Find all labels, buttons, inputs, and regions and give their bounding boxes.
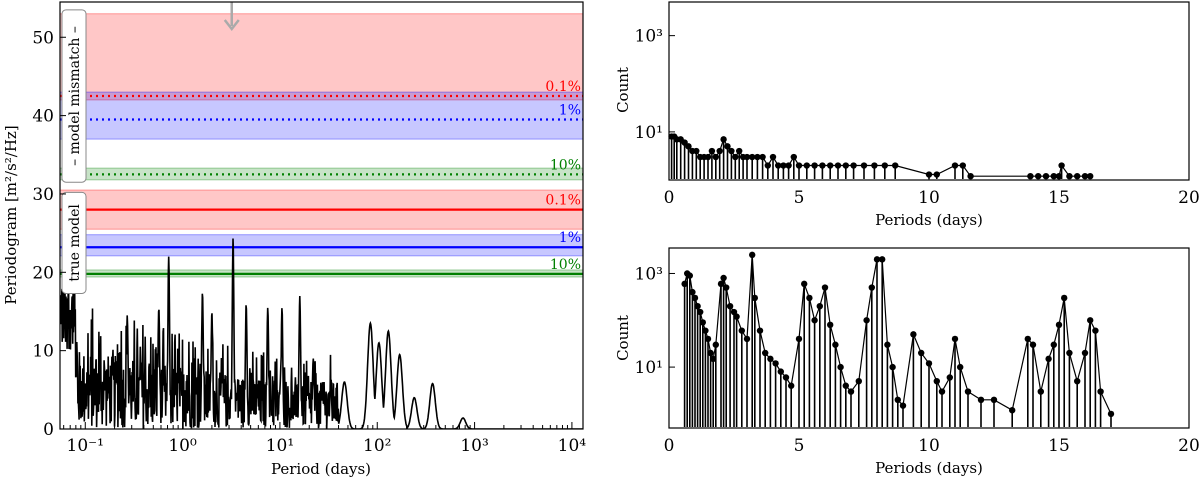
y-axis: 0 10 20 30 40 50	[32, 28, 66, 440]
y-tick-label: 10³	[635, 264, 663, 284]
arrow-marker	[223, 2, 240, 32]
arrow-head	[223, 19, 240, 32]
fap-band	[60, 91, 583, 140]
fap-label: 0.1%	[545, 193, 581, 209]
group-labels: – model mismatch – true model	[61, 9, 87, 294]
x-tick-label: 10¹	[266, 436, 294, 456]
fap-band	[60, 234, 583, 257]
y-tick-label: 10	[32, 342, 54, 362]
axes-frame	[668, 1, 1190, 181]
y-tick-label: 10³	[635, 27, 663, 47]
fap-bands	[60, 13, 583, 278]
x-tick-label: 10³	[460, 436, 488, 456]
x-tick-label: 10⁴	[558, 436, 587, 456]
y-tick-label: 20	[32, 263, 54, 283]
periodogram-panel: 0.1% 1% 10% 0.1% 1% 10% – model mismatch – tru…	[2, 1, 587, 478]
x-tick-label: 0	[664, 436, 675, 456]
stem-marker	[1107, 410, 1115, 418]
group-label: – model mismatch –	[67, 26, 83, 166]
periodogram-curve	[60, 238, 583, 429]
x-tick-label: 10	[918, 436, 940, 456]
stems	[668, 133, 1094, 180]
fap-lines	[60, 94, 583, 275]
y-tick-label: 30	[32, 185, 54, 205]
y-tick-label: 40	[32, 107, 54, 127]
group-label-box	[61, 191, 87, 294]
x-tick-label: 20	[1178, 436, 1200, 456]
fap-label: 1%	[559, 103, 581, 119]
x-tick-label: 10²	[363, 436, 391, 456]
y-tick-label: 10¹	[635, 358, 663, 378]
y-axis-label: Periodogram [m²/s²/Hz]	[2, 125, 20, 304]
x-tick-label: 5	[794, 188, 805, 208]
fap-labels: 0.1% 1% 10% 0.1% 1% 10%	[545, 79, 581, 273]
x-tick-label: 10⁻¹	[67, 436, 104, 456]
x-tick-label: 0	[664, 188, 675, 208]
x-tick-label: 15	[1048, 436, 1070, 456]
histogram-bottom-panel: 0 5 10 15 20 10¹ 10³ Periods (days) Count	[614, 247, 1200, 477]
fap-label: 1%	[559, 230, 581, 246]
x-axis-label: Periods (days)	[875, 211, 983, 229]
y-axis-label: Count	[614, 67, 632, 113]
x-axis-label: Period (days)	[271, 460, 371, 478]
axes-frame	[59, 1, 584, 430]
y-tick-label: 50	[32, 28, 54, 48]
group-label-box	[61, 9, 87, 183]
fap-band	[60, 13, 583, 101]
fap-label: 10%	[550, 157, 581, 173]
y-axis: 10¹ 10³	[635, 264, 675, 378]
x-axis-label: Periods (days)	[875, 459, 983, 477]
stem-outline	[671, 135, 1091, 177]
x-axis: 0 5 10 15 20	[664, 422, 1200, 456]
fap-label: 0.1%	[545, 79, 581, 95]
x-tick-label: 15	[1048, 188, 1070, 208]
group-label: true model	[67, 204, 83, 282]
x-axis: 0 5 10 15 20	[664, 174, 1200, 208]
y-axis-label: Count	[614, 315, 632, 361]
histogram-top-panel: 0 5 10 15 20 10¹ 10³ Periods (days) Count	[614, 1, 1200, 229]
x-tick-label: 5	[794, 436, 805, 456]
y-tick-label: 10¹	[635, 123, 663, 143]
fap-band	[60, 167, 583, 181]
x-tick-label: 10⁰	[168, 436, 197, 456]
fap-label: 10%	[550, 257, 581, 273]
x-tick-label: 20	[1178, 188, 1200, 208]
x-tick-label: 10	[918, 188, 940, 208]
x-axis: 10⁻¹ 10⁰ 10¹ 10² 10³ 10⁴	[63, 422, 587, 456]
stems	[681, 251, 1115, 427]
y-tick-label: 0	[43, 420, 54, 440]
y-axis: 10¹ 10³	[635, 27, 675, 143]
stem-outline	[684, 254, 1112, 415]
